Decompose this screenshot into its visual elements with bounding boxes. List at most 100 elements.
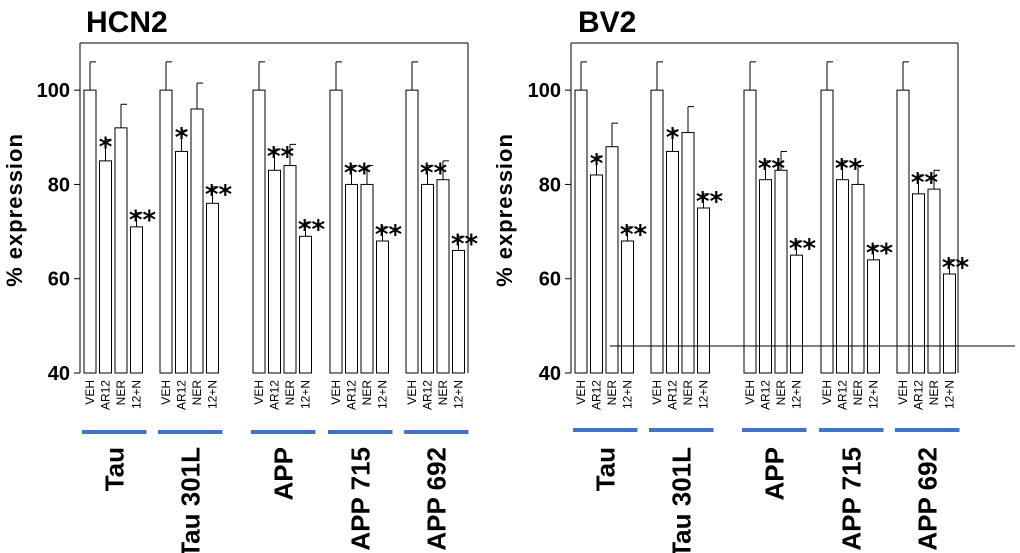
bar <box>820 89 834 374</box>
bar <box>452 249 465 374</box>
group-label: APP 692 <box>912 447 942 551</box>
condition-label: 12+N <box>621 380 635 409</box>
chart-title: BV2 <box>578 6 636 39</box>
bar <box>360 183 374 374</box>
condition-label: AR12 <box>836 380 850 410</box>
group-labels: Tau Tau 301L APP APP 715 APP 692 <box>573 428 960 553</box>
condition-label: AR12 <box>590 380 604 410</box>
condition-label: VEH <box>820 380 834 405</box>
condition-label: NER <box>283 380 297 406</box>
condition-label: NER <box>190 380 204 406</box>
condition-label: 12+N <box>130 380 144 409</box>
bar <box>436 179 450 374</box>
bar <box>376 240 389 374</box>
group-label: APP <box>759 447 789 500</box>
y-tick-labels: 40 60 80 100 <box>37 80 80 385</box>
group-label: APP <box>268 447 298 500</box>
bar-series: ****************** <box>83 61 478 374</box>
significance-marker: ** <box>129 206 157 236</box>
bar <box>759 179 772 374</box>
significance-marker: ** <box>620 220 648 250</box>
significance-marker: * <box>175 123 189 153</box>
bar <box>421 183 434 374</box>
bar <box>790 254 803 374</box>
bar <box>896 89 910 374</box>
significance-marker: ** <box>789 234 817 264</box>
bar <box>175 150 188 374</box>
significance-marker: ** <box>375 220 403 250</box>
bar <box>190 108 204 374</box>
bar <box>83 89 97 374</box>
bar <box>743 89 757 374</box>
condition-label: AR12 <box>759 380 773 410</box>
group-label: APP 715 <box>836 447 866 551</box>
y-axis-label: % expression <box>2 133 27 287</box>
y-axis-label: % expression <box>492 133 517 287</box>
bar-series: ****************** <box>574 61 970 374</box>
group-label: Tau 301L <box>666 447 696 553</box>
condition-label: NER <box>605 380 619 406</box>
bar <box>252 89 266 374</box>
condition-label: VEH <box>159 380 173 405</box>
condition-label: VEH <box>252 380 266 405</box>
condition-label: 12+N <box>697 380 711 409</box>
y-tick-label: 100 <box>528 80 561 102</box>
condition-label: 12+N <box>206 380 220 409</box>
condition-label: VEH <box>329 380 343 405</box>
condition-label: 12+N <box>452 380 466 409</box>
condition-label: AR12 <box>912 380 926 410</box>
significance-marker: ** <box>205 180 233 210</box>
significance-marker: * <box>666 123 680 153</box>
condition-label: NER <box>927 380 941 406</box>
condition-label: 12+N <box>790 380 804 409</box>
bar <box>836 179 849 374</box>
y-tick-label: 40 <box>539 363 561 385</box>
group-label: Tau 301L <box>175 447 205 553</box>
bar <box>405 89 419 374</box>
significance-marker: * <box>99 133 113 163</box>
condition-label: VEH <box>405 380 419 405</box>
significance-marker: ** <box>696 187 724 217</box>
condition-label: 12+N <box>299 380 313 409</box>
significance-marker: ** <box>942 253 970 283</box>
y-tick-label: 80 <box>48 174 70 196</box>
group-label: Tau <box>590 447 620 491</box>
bar <box>268 169 281 374</box>
bar <box>159 89 173 374</box>
condition-label: NER <box>851 380 865 406</box>
bar <box>130 226 143 374</box>
bar <box>867 259 880 374</box>
significance-marker: ** <box>298 215 326 245</box>
bar <box>345 183 358 374</box>
y-tick-label: 60 <box>48 269 70 291</box>
bar <box>299 235 312 374</box>
bar <box>621 240 634 374</box>
condition-label: VEH <box>650 380 664 405</box>
group-labels: Tau Tau 301L APP APP 715 APP 692 <box>82 430 469 553</box>
condition-label: VEH <box>743 380 757 405</box>
bar <box>927 188 941 374</box>
bar <box>681 132 695 374</box>
chart-title: HCN2 <box>86 6 168 39</box>
condition-label: VEH <box>574 380 588 405</box>
condition-label: NER <box>114 380 128 406</box>
condition-labels: VEH AR12 NER 12+N VEH AR12 NER 12+N VEH AR12 NER 12… <box>83 380 466 410</box>
y-tick-label: 40 <box>48 363 70 385</box>
significance-marker: * <box>590 149 604 179</box>
condition-label: AR12 <box>268 380 282 410</box>
condition-labels: VEH AR12 NER 12+N VEH AR12 NER 12+N VEH AR12 NER 12… <box>574 380 957 410</box>
y-tick-labels: 40 60 80 100 <box>528 80 571 385</box>
condition-label: NER <box>774 380 788 406</box>
bar <box>697 207 710 374</box>
bar <box>590 174 603 374</box>
bar <box>329 89 343 374</box>
y-tick-label: 100 <box>37 80 70 102</box>
condition-label: 12+N <box>943 380 957 409</box>
group-label: Tau <box>99 447 129 491</box>
y-tick-label: 60 <box>539 269 561 291</box>
bar <box>605 146 619 374</box>
condition-label: 12+N <box>867 380 881 409</box>
